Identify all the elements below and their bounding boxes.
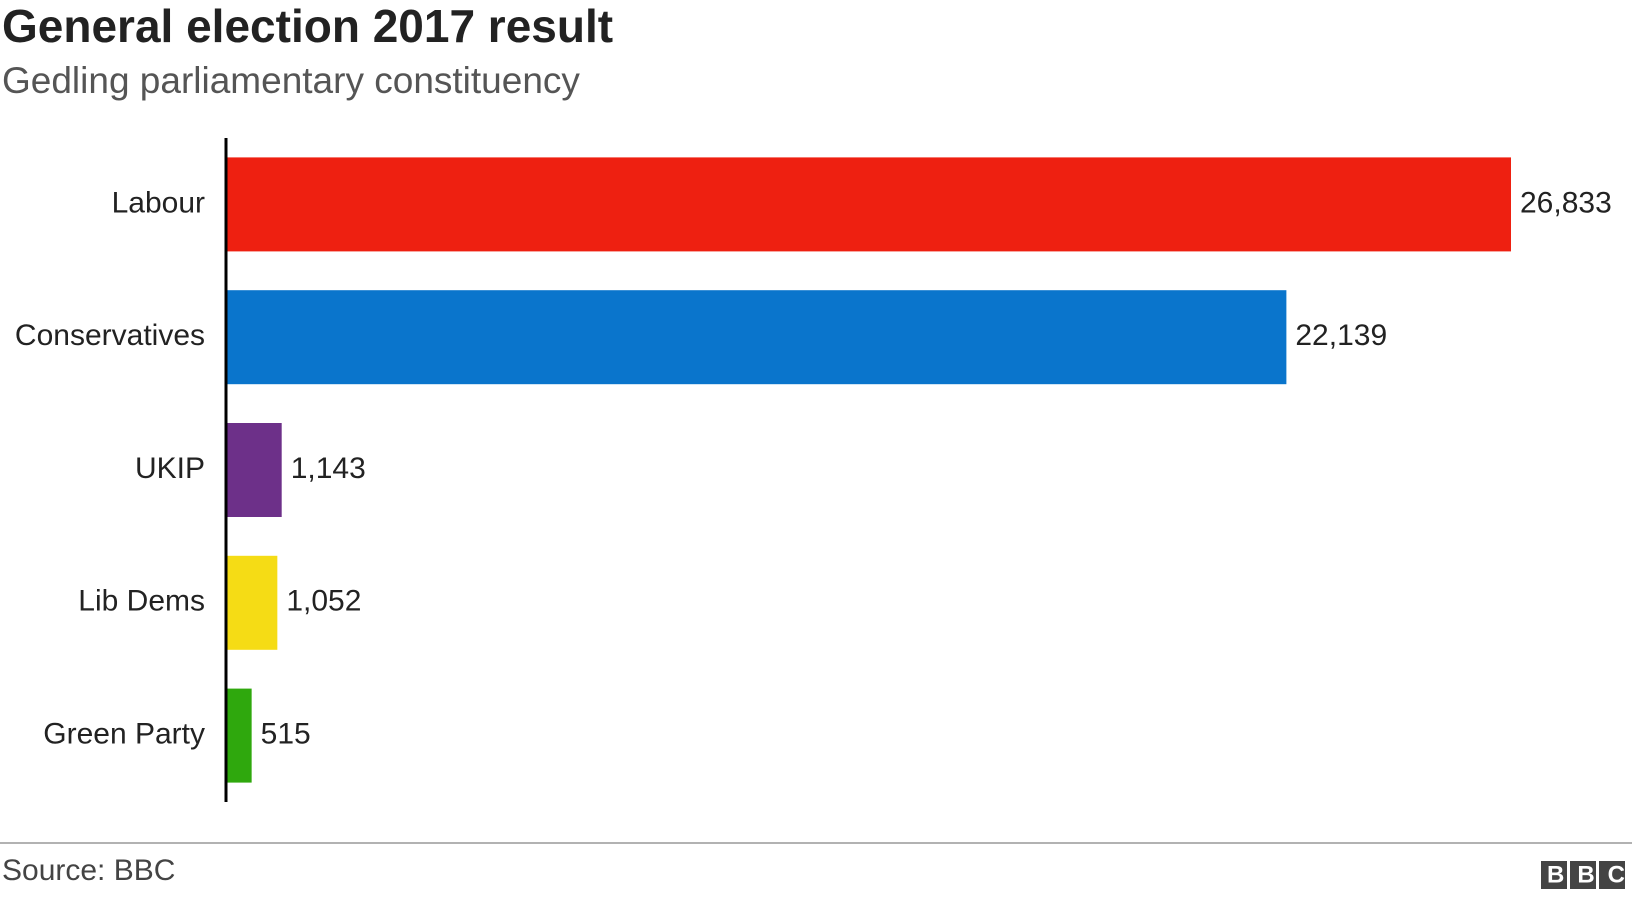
logo: BBC	[1541, 861, 1632, 889]
logo-box	[1599, 861, 1625, 889]
category-label: Conservatives	[15, 319, 205, 352]
chart-title: General election 2017 result	[2, 0, 613, 52]
bar	[227, 423, 282, 517]
value-label: 22,139	[1295, 319, 1387, 352]
value-label: 1,052	[286, 585, 361, 618]
category-label: UKIP	[135, 452, 205, 485]
bar	[227, 688, 252, 783]
value-label: 1,143	[291, 452, 366, 485]
logo-text: BBC	[1547, 861, 1632, 888]
category-label: Lib Dems	[78, 585, 205, 618]
value-label: 515	[261, 718, 311, 751]
value-label: 26,833	[1520, 186, 1612, 219]
source: Source: BBC	[2, 854, 175, 887]
chart-subtitle: Gedling parliamentary constituency	[2, 60, 580, 101]
category-label: Labour	[112, 186, 205, 219]
bar	[227, 290, 1287, 385]
bar	[227, 555, 278, 650]
logo-box	[1541, 861, 1567, 889]
logo-box	[1570, 861, 1596, 889]
bar	[227, 157, 1511, 252]
category-label: Green Party	[43, 718, 205, 751]
